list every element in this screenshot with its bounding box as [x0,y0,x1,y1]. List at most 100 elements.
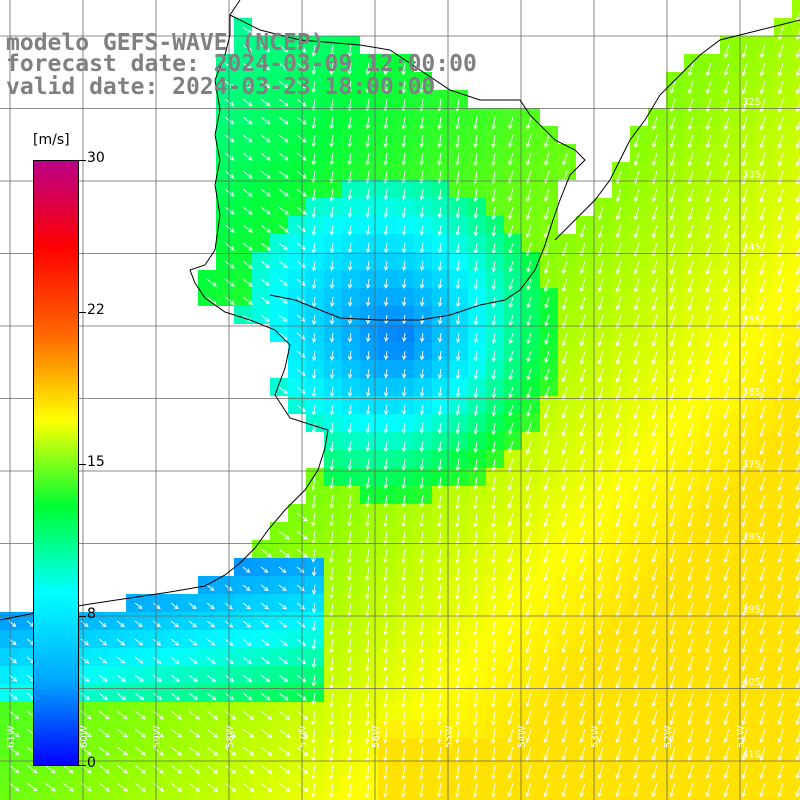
wind-cell [594,792,612,800]
wind-arrow [347,458,353,471]
wind-arrow [278,206,289,215]
wind-arrow [561,638,568,654]
wind-arrow [419,188,425,201]
longitude-label: 60W [79,725,90,748]
wind-arrow [759,494,766,510]
wind-arrow [347,656,352,672]
wind-arrow [419,80,425,94]
wind-cell [738,792,756,800]
wind-arrow [669,656,676,672]
wind-arrow [544,134,550,148]
wind-arrow [759,710,766,726]
wind-arrow [777,458,784,474]
wind-arrow [437,206,443,219]
wind-arrow [242,188,253,197]
wind-arrow [278,260,288,268]
wind-arrow [508,152,514,166]
latitude-label: 37S [742,460,761,471]
wind-arrow [687,134,694,149]
wind-arrow [383,710,388,726]
wind-arrow [597,296,604,311]
wind-arrow [401,620,406,636]
wind-arrow [597,548,604,564]
wind-arrow [723,332,730,348]
wind-arrow [278,170,289,179]
wind-arrow [705,476,712,492]
wind-cell [792,630,800,648]
wind-arrow [455,152,460,166]
wind-arrow [383,134,389,148]
wind-arrow [401,116,407,130]
wind-arrow [473,332,479,344]
wind-arrow [8,728,20,738]
wind-arrow [491,656,496,672]
wind-arrow [508,278,514,291]
wind-arrow [705,80,712,95]
wind-arrow [311,296,317,308]
wind-arrow [347,116,353,130]
wind-arrow [597,584,604,600]
wind-arrow [723,548,730,564]
wind-arrow [152,656,162,664]
wind-arrow [437,602,442,618]
wind-arrow [170,782,183,792]
wind-arrow [687,224,694,239]
wind-arrow [347,728,352,744]
wind-arrow [311,80,317,94]
legend-unit: [m/s] [33,132,70,148]
wind-arrow [615,494,622,510]
wind-arrow [98,764,110,774]
wind-arrow [705,656,712,672]
wind-arrow [455,476,461,490]
wind-arrow [329,242,335,254]
wind-arrow [134,710,146,720]
wind-arrow [777,98,784,113]
wind-arrow [543,260,550,275]
wind-arrow [633,188,640,203]
wind-arrow [579,584,586,600]
wind-arrow [687,656,694,672]
wind-arrow [437,458,443,471]
wind-arrow [795,442,800,456]
wind-arrow [311,584,317,595]
wind-arrow [561,422,568,437]
wind-arrow [260,638,270,646]
wind-arrow [260,44,271,53]
wind-cell [792,36,800,54]
wind-cell [702,792,720,800]
wind-arrow [170,602,179,610]
wind-arrow [579,440,586,455]
wind-arrow [651,494,658,510]
wind-arrow [260,764,273,774]
wind-arrow [597,512,604,528]
wind-arrow [365,530,370,545]
wind-arrow [455,224,461,237]
wind-arrow [311,44,317,57]
wind-arrow [278,728,291,738]
wind-arrow [206,746,219,756]
wind-arrow [741,656,748,672]
wind-arrow [759,98,766,113]
wind-arrow [759,584,766,600]
wind-arrow [723,224,730,239]
wind-arrow [296,674,307,683]
wind-arrow [597,566,604,582]
wind-arrow [260,584,269,592]
wind-arrow [188,620,198,628]
wind-arrow [543,404,550,419]
wind-arrow [473,476,478,490]
wind-arrow [526,404,532,418]
wind-arrow [347,620,352,636]
wind-arrow [723,728,730,744]
wind-arrow [8,710,20,720]
wind-arrow [795,10,800,23]
wind-arrow [543,728,550,744]
wind-arrow [687,440,694,456]
wind-arrow [455,188,460,203]
wind-arrow [759,440,766,456]
wind-arrow [687,62,694,77]
wind-arrow [401,440,407,453]
wind-arrow [669,512,676,528]
